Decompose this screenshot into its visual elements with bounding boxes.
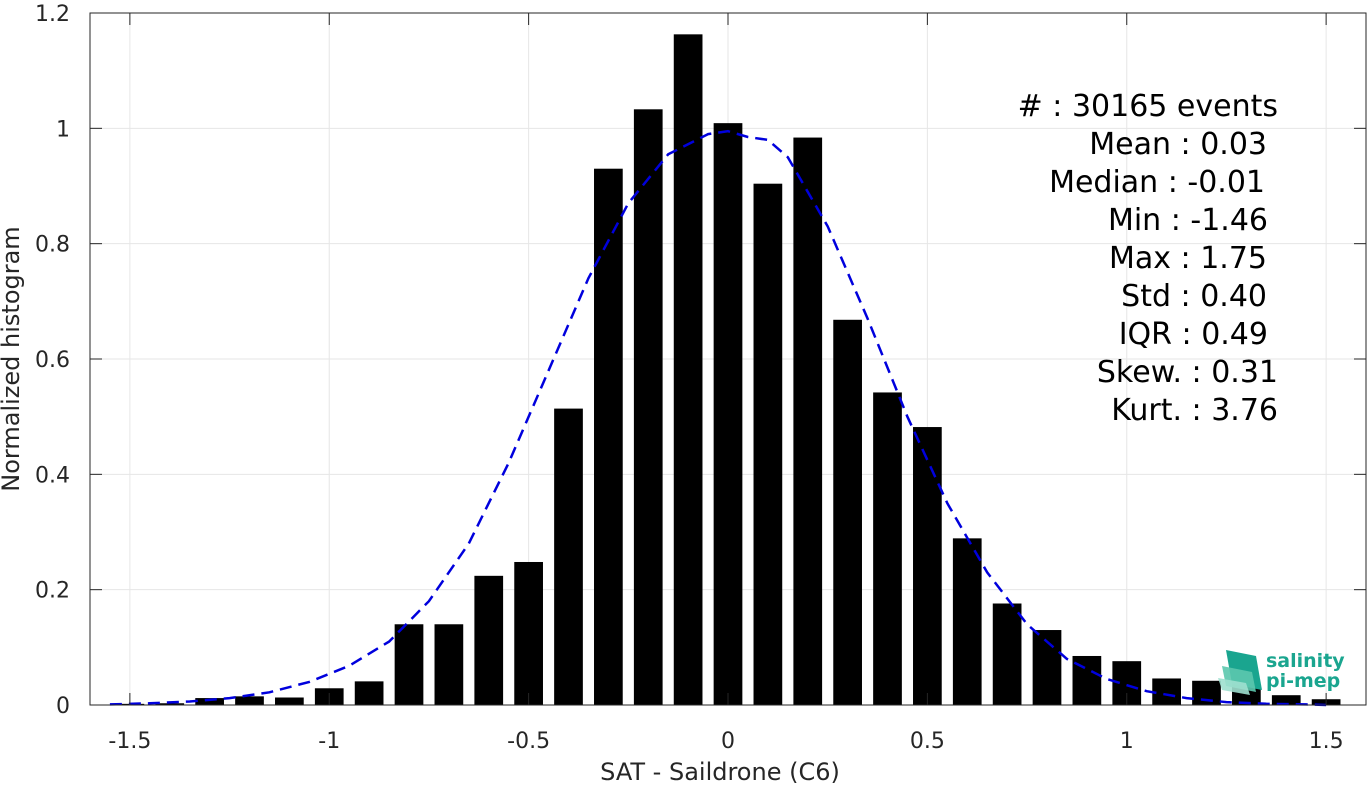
histogram-bar	[155, 703, 185, 705]
y-tick-label: 0.2	[35, 579, 70, 604]
histogram-bar	[554, 408, 583, 705]
histogram-bar	[873, 392, 902, 705]
stat-line: Max : 1.75	[1109, 241, 1267, 276]
histogram-bar	[1192, 680, 1221, 705]
histogram-bar	[235, 696, 264, 705]
histogram-bar	[753, 183, 783, 705]
x-tick-label: -1.5	[108, 729, 151, 754]
stat-line: Median : -0.01	[1049, 165, 1265, 200]
histogram-bar	[514, 561, 543, 705]
y-tick-label: 0.4	[35, 463, 70, 488]
logo-line1: salinity	[1266, 650, 1345, 672]
stat-line: Std : 0.40	[1121, 279, 1267, 314]
histogram-bar	[594, 168, 623, 705]
y-tick-label: 0	[56, 694, 70, 719]
y-tick-label: 0.8	[35, 233, 70, 258]
y-tick-labels: 0 0.2 0.4 0.6 0.8 1 1.2	[35, 2, 70, 719]
axis-ticks	[90, 12, 1366, 706]
x-tick-label: 0.5	[910, 729, 945, 754]
histogram-bar	[833, 319, 862, 705]
histogram-bar	[992, 603, 1022, 705]
histogram-bar	[434, 624, 464, 705]
histogram-bar	[793, 137, 823, 705]
logo-line2: pi-mep	[1266, 670, 1340, 692]
histogram-bars	[115, 34, 1341, 706]
histogram-bar	[952, 538, 982, 705]
histogram-bar	[633, 109, 663, 705]
histogram-bar	[195, 698, 224, 705]
x-tick-labels: -1.5 -1 -0.5 0 0.5 1 1.5	[108, 729, 1343, 754]
stat-line: Kurt. : 3.76	[1111, 393, 1278, 428]
stat-line: # : 30165 events	[1018, 89, 1278, 124]
x-tick-label: 1.5	[1309, 729, 1344, 754]
x-tick-label: 1	[1120, 729, 1134, 754]
histogram-bar	[394, 624, 424, 705]
stat-line: IQR : 0.49	[1119, 317, 1268, 352]
x-tick-label: -1	[318, 729, 340, 754]
histogram-bar	[673, 34, 703, 705]
x-tick-label: -0.5	[507, 729, 550, 754]
y-tick-label: 1.2	[35, 2, 70, 27]
normal-fit-curve	[109, 129, 1327, 707]
histogram-bar	[1271, 695, 1301, 705]
histogram-bar	[713, 123, 743, 706]
stat-line: Mean : 0.03	[1089, 127, 1267, 162]
logo-emblem-icon	[1218, 650, 1262, 695]
x-axis-label: SAT - Saildrone (C6)	[600, 758, 840, 785]
histogram-bar	[275, 697, 304, 705]
histogram-bar	[913, 427, 942, 705]
stat-line: Min : -1.46	[1108, 203, 1268, 238]
salinity-pi-mep-logo: salinity pi-mep	[1218, 650, 1345, 695]
histogram-bar	[1152, 678, 1181, 705]
y-tick-label: 0.6	[35, 348, 70, 373]
stat-line: Skew. : 0.31	[1097, 355, 1278, 390]
y-tick-label: 1	[56, 117, 70, 142]
histogram-bar	[474, 575, 504, 705]
x-tick-label: 0	[721, 729, 735, 754]
histogram-bar	[354, 681, 384, 705]
y-axis-label: Normalized histogram	[0, 226, 25, 491]
